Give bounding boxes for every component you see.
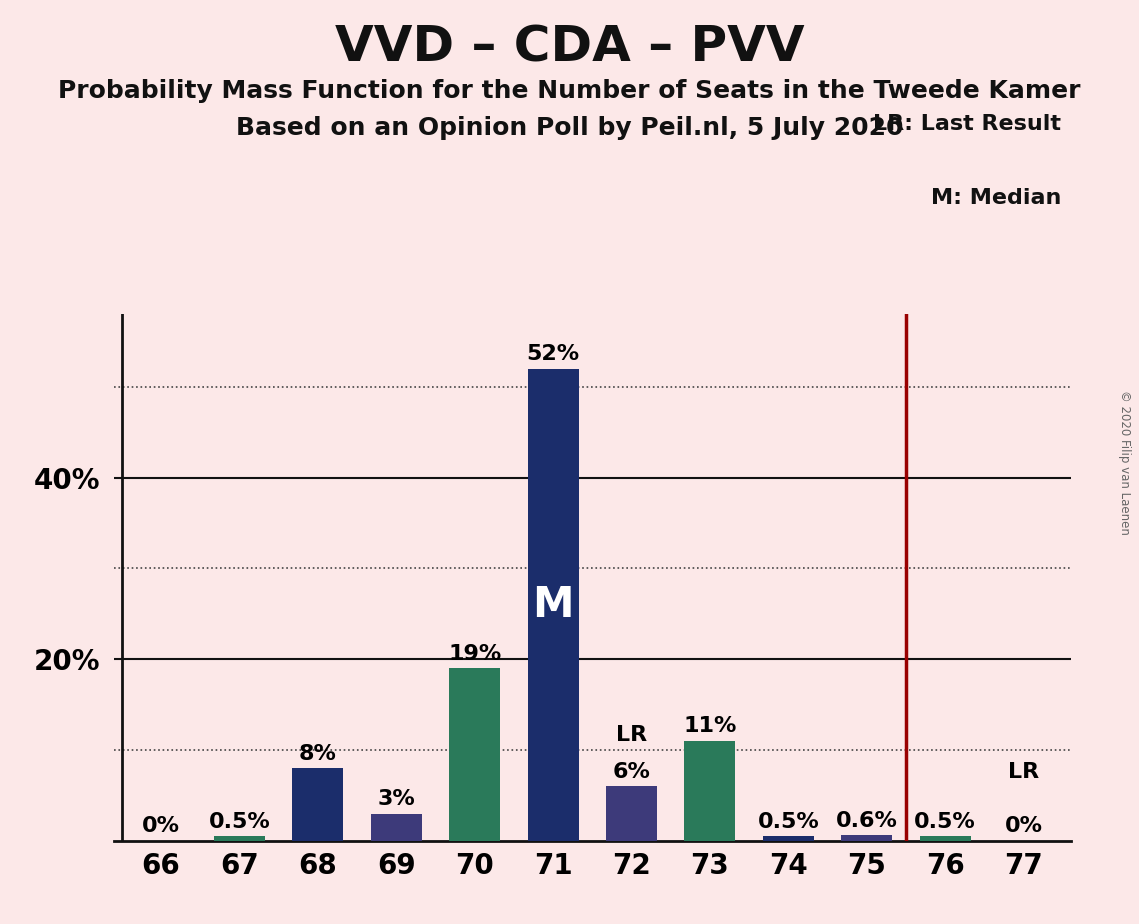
Text: Based on an Opinion Poll by Peil.nl, 5 July 2020: Based on an Opinion Poll by Peil.nl, 5 J… — [236, 116, 903, 140]
Text: 0.5%: 0.5% — [915, 812, 976, 832]
Text: 52%: 52% — [526, 344, 580, 364]
Bar — [293, 768, 343, 841]
Text: LR: LR — [616, 725, 647, 746]
Text: 0.5%: 0.5% — [757, 812, 819, 832]
Bar — [685, 741, 736, 841]
Bar — [449, 668, 500, 841]
Text: 0.6%: 0.6% — [836, 811, 898, 831]
Text: VVD – CDA – PVV: VVD – CDA – PVV — [335, 23, 804, 71]
Bar — [527, 369, 579, 841]
Text: 8%: 8% — [298, 744, 337, 763]
Bar — [919, 836, 970, 841]
Bar — [606, 786, 657, 841]
Text: © 2020 Filip van Laenen: © 2020 Filip van Laenen — [1118, 390, 1131, 534]
Text: M: M — [532, 584, 574, 626]
Text: 3%: 3% — [377, 789, 415, 809]
Text: 0.5%: 0.5% — [208, 812, 270, 832]
Bar — [214, 836, 265, 841]
Bar — [842, 835, 892, 841]
Text: 19%: 19% — [448, 644, 501, 663]
Text: M: Median: M: Median — [931, 188, 1062, 208]
Text: Probability Mass Function for the Number of Seats in the Tweede Kamer: Probability Mass Function for the Number… — [58, 79, 1081, 103]
Text: 0%: 0% — [1005, 816, 1042, 836]
Bar — [763, 836, 814, 841]
Bar — [370, 814, 421, 841]
Text: LR: LR — [1008, 761, 1039, 782]
Text: 6%: 6% — [613, 761, 650, 782]
Text: 0%: 0% — [142, 816, 180, 836]
Text: 11%: 11% — [683, 716, 737, 736]
Text: LR: Last Result: LR: Last Result — [874, 114, 1062, 134]
